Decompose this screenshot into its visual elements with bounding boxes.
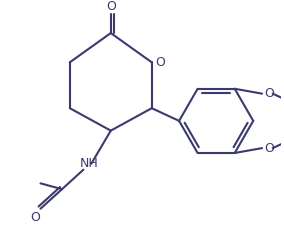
Text: O: O [264,142,274,155]
Text: O: O [264,87,274,100]
Text: O: O [106,0,116,13]
Text: O: O [156,56,166,69]
Text: NH: NH [80,157,99,170]
Text: O: O [31,211,41,224]
